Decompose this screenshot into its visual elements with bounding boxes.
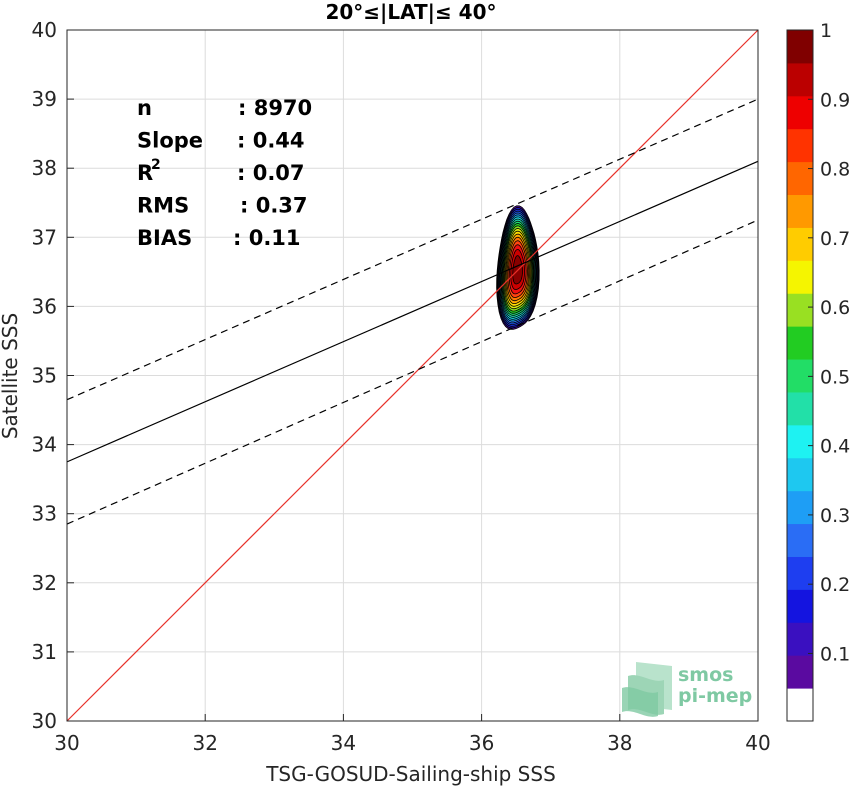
y-tick-label: 35 [32,364,57,388]
x-tick-label: 32 [192,731,217,755]
stat-value: : 0.37 [240,194,308,218]
stat-value: : 0.07 [237,161,305,185]
y-tick-label: 33 [32,502,57,526]
x-tick-label: 36 [469,731,494,755]
x-axis-ticks: 30 32 34 36 38 40 [54,714,771,755]
colorbar-segment [787,227,813,261]
stat-value: : 0.44 [237,129,305,153]
y-axis-ticks: 30 31 32 33 34 35 36 37 38 39 40 [32,18,74,733]
colorbar-tick-label: 0.2 [820,574,850,596]
colorbar-segment [787,161,813,196]
colorbar-segment [787,523,813,557]
identity-line [66,29,759,722]
y-tick-label: 34 [32,433,57,457]
density-contours [496,205,540,330]
logo-waves-icon-3 [622,687,658,717]
colorbar-segment [787,655,813,689]
y-tick-label: 31 [32,640,57,664]
y-tick-label: 32 [32,571,57,595]
colorbar-segment [787,293,813,327]
colorbar-tick-label: 0.8 [820,159,850,181]
stat-label: R [137,161,153,185]
x-tick-label: 30 [54,731,79,755]
stat-label: Slope [137,129,203,153]
colorbar-tick-label: 0.5 [820,366,850,388]
series-lines [66,29,759,722]
stat-value: : 8970 [238,96,312,120]
statistics-box: n : 8970 Slope : 0.44 R2 : 0.07 RMS : 0.37 BIAS:… [137,96,312,250]
colorbar-segment [787,128,813,163]
colorbar-segment [787,260,813,294]
logo-line2: pi-mep [678,685,752,707]
colorbar-segment [787,95,813,130]
regression-lower-line [66,219,759,525]
colorbar-tick-label: 1 [820,20,832,42]
y-axis-label: Satellite SSS [0,313,22,439]
y-tick-label: 37 [32,225,57,249]
colorbar-segment [787,457,813,492]
regression-line [66,160,759,463]
stat-label: n [137,96,152,120]
colorbar-segment [787,589,813,623]
colorbar-tick-label: 0.6 [820,297,850,319]
colorbar-tick-label: 0.9 [820,89,850,111]
stat-value: : 0.11 [233,226,301,250]
chart-title: 20°≤|LAT|≤ 40° [325,0,496,24]
colorbar-segment [787,391,813,426]
logo-line1: smos [678,664,733,686]
smos-pi-mep-logo: smos pi-mep [622,662,752,717]
colorbar-segment [787,424,813,459]
colorbar-segment [787,490,813,525]
regression-upper-line [66,98,759,401]
y-tick-label: 39 [32,87,57,111]
colorbar-segment [787,359,813,393]
colorbar [786,29,814,722]
colorbar-segment [787,62,813,97]
colorbar-tick-label: 0.3 [820,505,850,527]
stat-superscript: 2 [151,157,161,173]
colorbar-tick-label: 0.1 [820,643,850,665]
colorbar-ticks: 0.1 0.2 0.3 0.4 0.5 0.6 0.7 0.8 0.9 1 [808,20,850,665]
stat-label: RMS [137,194,189,218]
colorbar-frame [786,29,814,722]
stat-label: BIAS [137,226,192,250]
x-tick-label: 34 [331,731,356,755]
y-tick-label: 36 [32,294,57,318]
y-tick-label: 40 [32,18,57,42]
colorbar-segment [787,622,813,656]
colorbar-segment [787,688,813,722]
x-axis-label: TSG-GOSUD-Sailing-ship SSS [265,762,556,786]
x-tick-label: 38 [607,731,632,755]
colorbar-segment [787,556,813,590]
colorbar-segment [787,326,813,360]
y-tick-label: 30 [32,709,57,733]
colorbar-segment [787,30,813,64]
colorbar-tick-label: 0.4 [820,436,850,458]
colorbar-tick-label: 0.7 [820,228,850,250]
x-tick-label: 40 [745,731,770,755]
colorbar-segment [787,194,813,228]
y-tick-label: 38 [32,156,57,180]
